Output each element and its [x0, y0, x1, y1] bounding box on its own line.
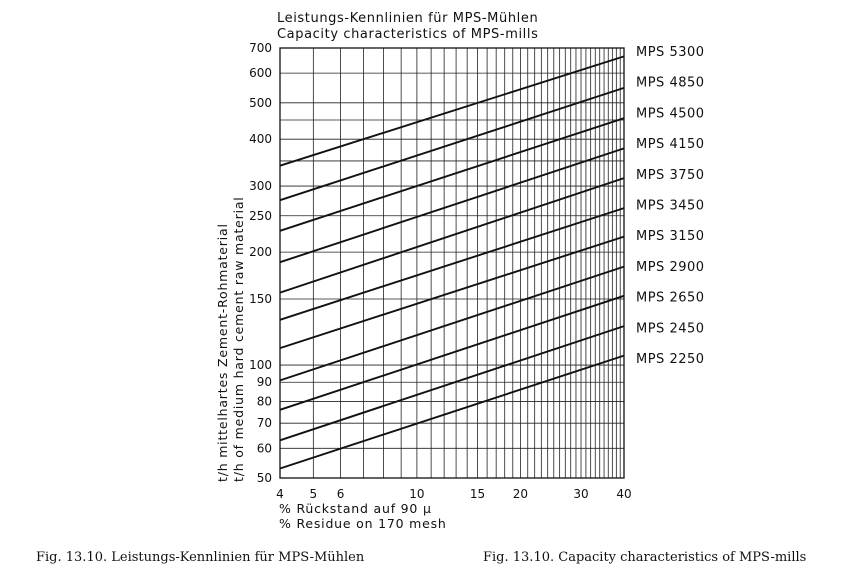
x-tick-label: 15: [470, 487, 485, 501]
y-tick-label: 150: [249, 292, 272, 306]
x-tick-label: 6: [337, 487, 345, 501]
series-label: MPS 2450: [636, 321, 705, 336]
series-label: MPS 4500: [636, 106, 705, 121]
series-label: MPS 3750: [636, 168, 705, 183]
series-label: MPS 5300: [636, 45, 705, 60]
x-tick-label: 40: [616, 487, 631, 501]
series-label: MPS 3450: [636, 199, 705, 214]
x-tick-label: 5: [310, 487, 318, 501]
series-line: [279, 147, 625, 264]
series-line: [279, 55, 625, 167]
series-label: MPS 4150: [636, 137, 705, 152]
y-axis-label: t/h mittelhartes Zement-Rohmaterial: [215, 223, 230, 482]
series-lines: [279, 55, 625, 470]
series-line: [279, 86, 625, 202]
x-axis-label: % Rückstand auf 90 µ: [279, 501, 432, 516]
y-tick-labels: 50 60 70 80 90 100 150 200 250 300 400 500 600 700: [249, 41, 272, 485]
series-line: [279, 325, 625, 442]
y-tick-label: 300: [249, 179, 272, 193]
series-label: MPS 2250: [636, 352, 705, 367]
series-label: MPS 2650: [636, 291, 705, 306]
x-tick-labels: 4 5 6 10 15 20 30 40: [276, 487, 631, 501]
series-line: [279, 265, 625, 382]
figure-caption-english: Fig. 13.10. Capacity characteristics of …: [483, 550, 807, 565]
chart-title: Leistungs-Kennlinien für MPS-Mühlen: [277, 11, 538, 26]
grid: [280, 48, 624, 478]
series-line: [279, 207, 625, 321]
series-labels: MPS 5300 MPS 4850 MPS 4500 MPS 4150 MPS 3750…: [636, 45, 705, 367]
y-tick-label: 90: [257, 375, 272, 389]
series-line: [279, 354, 625, 470]
y-tick-label: 600: [249, 66, 272, 80]
chart-subtitle: Capacity characteristics of MPS-mills: [277, 27, 538, 42]
x-tick-label: 30: [573, 487, 588, 501]
y-tick-label: 250: [249, 209, 272, 223]
y-tick-label: 100: [249, 358, 272, 372]
x-axis-label-english: % Residue on 170 mesh: [279, 516, 447, 531]
y-tick-label: 700: [249, 41, 272, 55]
series-label: MPS 3150: [636, 229, 705, 244]
plot-frame: [279, 47, 625, 479]
x-tick-label: 4: [276, 487, 284, 501]
series-line: [279, 177, 625, 294]
series-line: [279, 294, 625, 411]
figure-caption-german: Fig. 13.10. Leistungs-Kennlinien für MPS…: [36, 550, 365, 565]
series-label: MPS 4850: [636, 76, 705, 91]
x-tick-label: 20: [513, 487, 528, 501]
y-tick-label: 400: [249, 132, 272, 146]
series-label: MPS 2900: [636, 260, 705, 275]
y-tick-label: 60: [257, 441, 272, 455]
y-tick-label: 200: [249, 245, 272, 259]
x-tick-label: 10: [409, 487, 424, 501]
y-tick-label: 500: [249, 96, 272, 110]
series-line: [279, 117, 625, 232]
y-tick-label: 80: [257, 394, 272, 408]
y-tick-label: 70: [257, 416, 272, 430]
y-axis-label-english: t/h of medium hard cement raw material: [231, 196, 246, 482]
series-line: [279, 235, 625, 350]
y-tick-label: 50: [257, 471, 272, 485]
